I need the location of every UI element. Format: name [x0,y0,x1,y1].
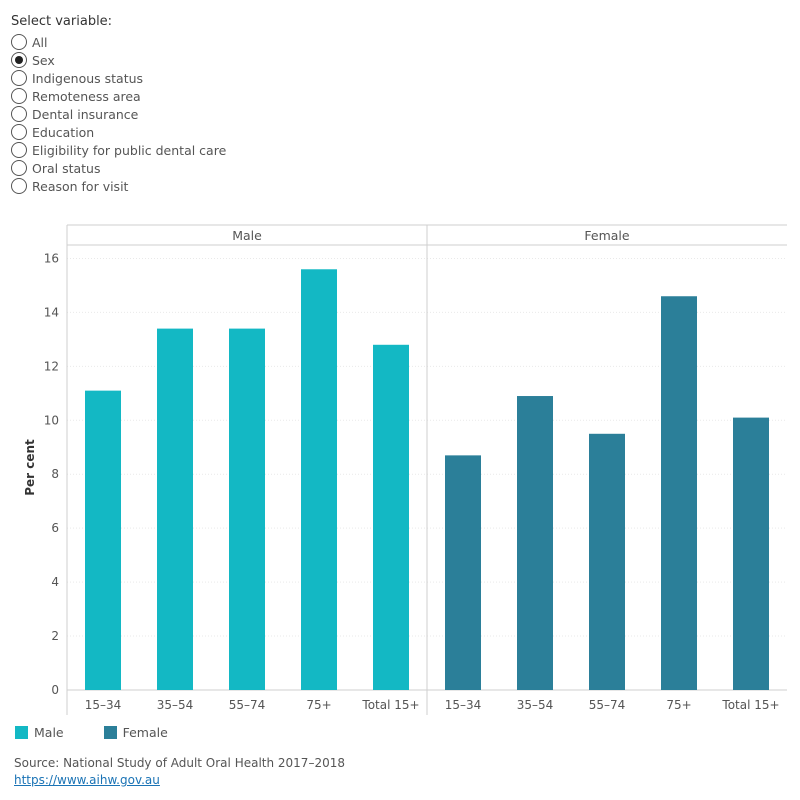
radio-circle-icon[interactable] [11,106,27,122]
radio-label: Sex [32,52,55,68]
radio-circle-icon[interactable] [11,52,27,68]
y-tick-label: 6 [51,521,59,535]
radio-option[interactable]: Eligibility for public dental care [11,141,226,159]
bar-male [229,328,265,690]
bar-chart: 0 2 4 6 8 10 12 14 16 Per cent Male 15–34 35–54 55–74… [23,224,787,715]
radio-option[interactable]: Education [11,123,226,141]
radio-circle-icon[interactable] [11,34,27,50]
bar-female [517,396,553,690]
bar-female [733,417,769,690]
y-tick-label: 2 [51,629,59,643]
legend-item-male[interactable]: Male [15,725,64,740]
radio-label: Eligibility for public dental care [32,142,227,158]
x-tick-label: 55–74 [229,698,266,712]
legend-swatch-male [15,726,28,739]
radio-label: Indigenous status [32,70,144,86]
source-text: Source: National Study of Adult Oral Hea… [14,756,345,770]
radio-circle-icon[interactable] [11,70,27,86]
x-tick-label: 75+ [306,698,331,712]
y-axis-label: Per cent [23,439,37,496]
variable-filter: Select variable: All Sex Indigenous status… [11,13,226,195]
radio-option[interactable]: Dental insurance [11,105,226,123]
radio-label: Dental insurance [32,106,139,122]
x-tick-label: 75+ [666,698,691,712]
bar-female [589,433,625,690]
radio-circle-icon[interactable] [11,178,27,194]
radio-circle-icon[interactable] [11,88,27,104]
filter-title: Select variable: [11,14,113,29]
panel-title-male: Male [232,228,262,243]
legend-swatch-female [103,726,117,739]
legend-label-male: Male [34,725,64,740]
radio-option[interactable]: Sex [11,51,226,69]
legend-label-female: Female [122,725,168,740]
radio-option[interactable]: Remoteness area [11,87,226,105]
x-tick-label: 55–74 [589,698,626,712]
y-tick-label: 12 [44,359,59,373]
radio-option[interactable]: Oral status [11,159,226,177]
bar-female [445,455,481,690]
x-tick-label: 35–54 [517,698,554,712]
radio-option[interactable]: All [11,33,226,51]
y-tick-label: 0 [51,683,59,697]
y-tick-label: 4 [51,575,59,589]
radio-option[interactable]: Reason for visit [11,177,226,195]
x-tick-label: 15–34 [445,698,482,712]
y-tick-label: 16 [44,251,59,265]
radio-label: Remoteness area [32,88,141,104]
panel-title-female: Female [584,228,630,243]
bar-male [301,269,337,690]
y-tick-label: 14 [44,305,59,319]
x-tick-label: 35–54 [157,698,194,712]
x-tick-label: Total 15+ [361,698,419,712]
radio-label: Reason for visit [32,178,129,194]
x-tick-label: 15–34 [85,698,122,712]
y-tick-label: 10 [44,413,59,427]
bar-male [373,344,409,690]
source-link[interactable]: https://www.aihw.gov.au [14,773,160,787]
bar-male [85,390,121,690]
radio-label: Education [32,124,95,140]
legend-item-female[interactable]: Female [103,725,168,740]
bar-male [157,328,193,690]
x-tick-label: Total 15+ [721,698,779,712]
bar-female [661,296,697,690]
radio-circle-icon[interactable] [11,142,27,158]
source-note: Source: National Study of Adult Oral Hea… [14,755,345,789]
radio-list: All Sex Indigenous status Remoteness area De… [11,33,226,195]
radio-option[interactable]: Indigenous status [11,69,226,87]
radio-label: Oral status [32,160,101,176]
radio-circle-icon[interactable] [11,160,27,176]
y-tick-label: 8 [51,467,59,481]
radio-circle-icon[interactable] [11,124,27,140]
legend: Male Female [15,725,208,740]
radio-label: All [32,34,48,50]
